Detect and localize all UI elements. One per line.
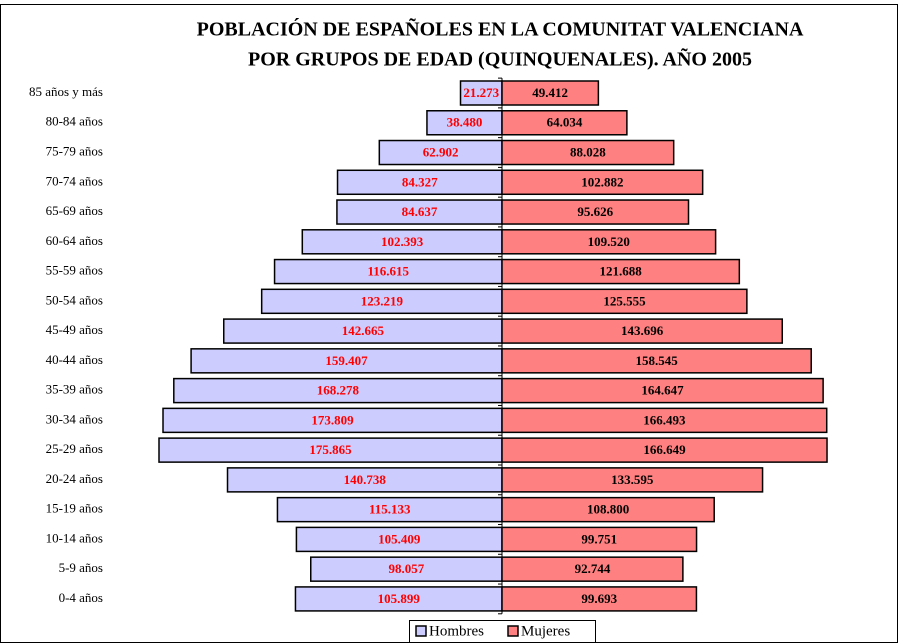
chart-title: POR GRUPOS DE EDAD (QUINQUENALES). AÑO 2…: [248, 48, 752, 71]
data-label: 123.219: [361, 293, 404, 308]
category-label: 40-44 años: [46, 352, 103, 367]
bar: [301, 229, 503, 255]
data-label: 142.665: [342, 323, 385, 338]
category-label: 70-74 años: [46, 173, 103, 188]
data-label: 105.409: [378, 531, 421, 546]
bar: [501, 377, 824, 404]
data-label: 166.493: [643, 412, 686, 427]
data-label: 64.034: [547, 115, 583, 130]
category-label: 50-54 años: [46, 292, 103, 307]
bar: [501, 318, 784, 344]
data-label: 143.696: [621, 323, 664, 338]
data-label: 102.882: [581, 174, 623, 189]
bar: [294, 586, 503, 612]
bar: [336, 169, 503, 196]
data-label: 158.545: [635, 353, 678, 368]
data-label: 116.615: [368, 264, 410, 279]
data-label: 84.637: [402, 204, 438, 219]
data-label: 140.738: [344, 472, 387, 487]
data-label: 102.393: [381, 234, 424, 249]
legend-label: Hombres: [429, 623, 484, 639]
category-label: 35-39 años: [46, 382, 103, 397]
bar: [226, 467, 503, 493]
data-label: 95.626: [577, 204, 613, 219]
data-label: 84.327: [402, 174, 438, 189]
data-label: 98.057: [389, 561, 425, 576]
data-label: 21.273: [463, 85, 499, 100]
data-label: 168.278: [317, 383, 360, 398]
data-label: 108.800: [587, 502, 629, 517]
category-label: 5-9 años: [59, 560, 103, 575]
data-label: 92.744: [575, 561, 611, 576]
category-label: 20-24 años: [46, 471, 103, 486]
chart-title: POBLACIÓN DE ESPAÑOLES EN LA COMUNITAT V…: [197, 17, 804, 41]
data-label: 115.133: [369, 502, 411, 517]
data-label: 121.688: [600, 264, 643, 279]
data-label: 62.902: [423, 145, 459, 160]
category-label: 15-19 años: [46, 501, 103, 516]
bar: [501, 229, 717, 255]
data-label: 105.899: [378, 591, 421, 606]
data-label: 125.555: [603, 293, 646, 308]
bar: [190, 348, 503, 374]
bar: [260, 288, 503, 315]
category-label: 60-64 años: [46, 233, 103, 248]
legend-swatch: [415, 625, 427, 637]
data-label: 88.028: [570, 145, 606, 160]
bar: [459, 80, 503, 106]
category-label: 25-29 años: [46, 441, 103, 456]
legend-swatch: [507, 625, 519, 637]
data-label: 133.595: [611, 472, 654, 487]
category-label: 85 años y más: [29, 84, 103, 99]
category-label: 55-59 años: [46, 263, 103, 278]
bar: [273, 258, 503, 285]
bar: [501, 586, 698, 612]
data-label: 99.693: [581, 591, 617, 606]
bar: [501, 110, 628, 136]
data-label: 109.520: [588, 234, 630, 249]
category-label: 80-84 años: [46, 114, 103, 129]
bar: [336, 199, 503, 225]
data-label: 99.751: [581, 531, 617, 546]
data-label: 49.412: [532, 85, 568, 100]
bar: [501, 199, 690, 225]
data-label: 166.649: [643, 442, 686, 457]
data-label: 159.407: [325, 353, 368, 368]
bar: [501, 139, 675, 166]
bar: [310, 556, 503, 582]
bar: [501, 467, 764, 493]
data-label: 164.647: [641, 383, 684, 398]
data-label: 173.809: [311, 412, 354, 427]
data-label: 175.865: [309, 442, 352, 457]
data-label: 38.480: [447, 115, 483, 130]
bar: [501, 80, 600, 106]
bar: [501, 258, 741, 285]
category-label: 45-49 años: [46, 322, 103, 337]
bar: [501, 496, 715, 523]
legend-label: Mujeres: [521, 623, 570, 639]
category-label: 75-79 años: [46, 144, 103, 159]
bar: [173, 377, 503, 404]
category-label: 65-69 años: [46, 203, 103, 218]
bar: [378, 139, 503, 166]
bar: [501, 556, 684, 582]
category-label: 0-4 años: [59, 590, 103, 605]
category-label: 10-14 años: [46, 530, 103, 545]
bar: [501, 407, 828, 434]
category-label: 30-34 años: [46, 411, 103, 426]
